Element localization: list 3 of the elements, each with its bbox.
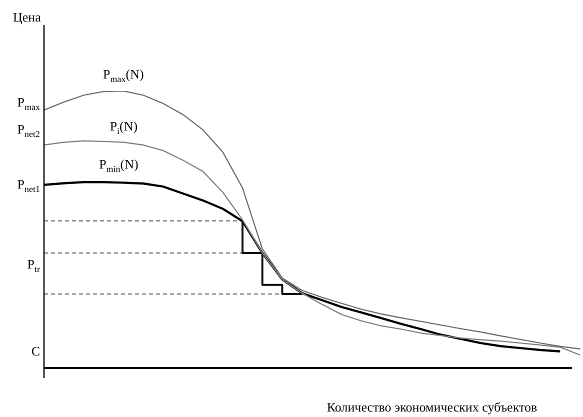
text: Цена (13, 9, 42, 24)
x-axis-title: Количество экономических субъектов (326, 399, 538, 414)
text: C (31, 343, 40, 358)
